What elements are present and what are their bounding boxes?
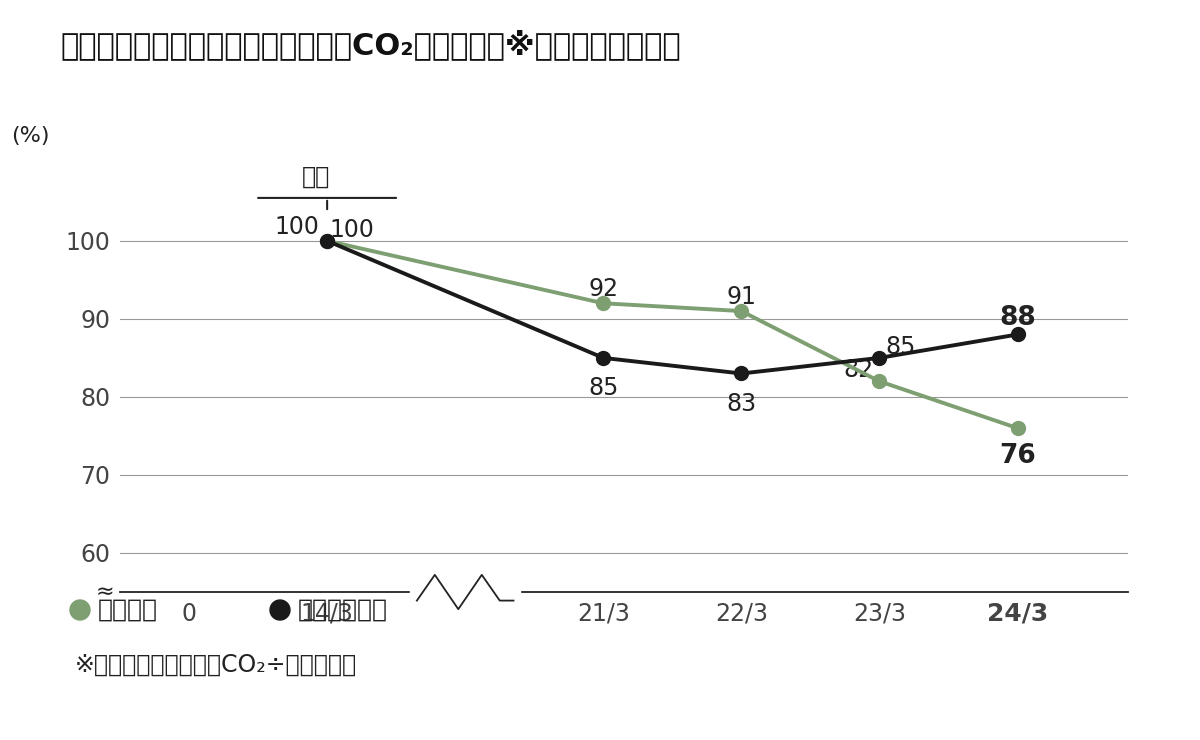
- Text: ≈: ≈: [96, 582, 114, 602]
- Text: 板紙製品: 板紙製品: [98, 598, 158, 622]
- Text: 85: 85: [886, 334, 916, 359]
- Text: 板紙・段ボール製品の製造におけるCO₂排出原単位※指数推移（単体）: 板紙・段ボール製品の製造におけるCO₂排出原単位※指数推移（単体）: [60, 30, 680, 61]
- Text: 85: 85: [588, 377, 618, 400]
- Text: 82: 82: [844, 358, 874, 382]
- Text: 100: 100: [274, 215, 319, 239]
- Text: 76: 76: [1000, 443, 1036, 469]
- Text: 基準: 基準: [302, 164, 330, 189]
- Text: 91: 91: [726, 285, 756, 309]
- Text: 100: 100: [330, 218, 374, 242]
- Text: (%): (%): [11, 126, 49, 146]
- Text: 88: 88: [1000, 305, 1036, 331]
- Text: 段ボール製品: 段ボール製品: [298, 598, 388, 622]
- Text: 92: 92: [588, 278, 618, 301]
- Text: ※化石エネルギー起源CO₂÷製品生産量: ※化石エネルギー起源CO₂÷製品生産量: [74, 653, 358, 677]
- Circle shape: [70, 600, 90, 620]
- Bar: [410, 576, 521, 623]
- Text: 83: 83: [726, 392, 756, 416]
- Circle shape: [270, 600, 290, 620]
